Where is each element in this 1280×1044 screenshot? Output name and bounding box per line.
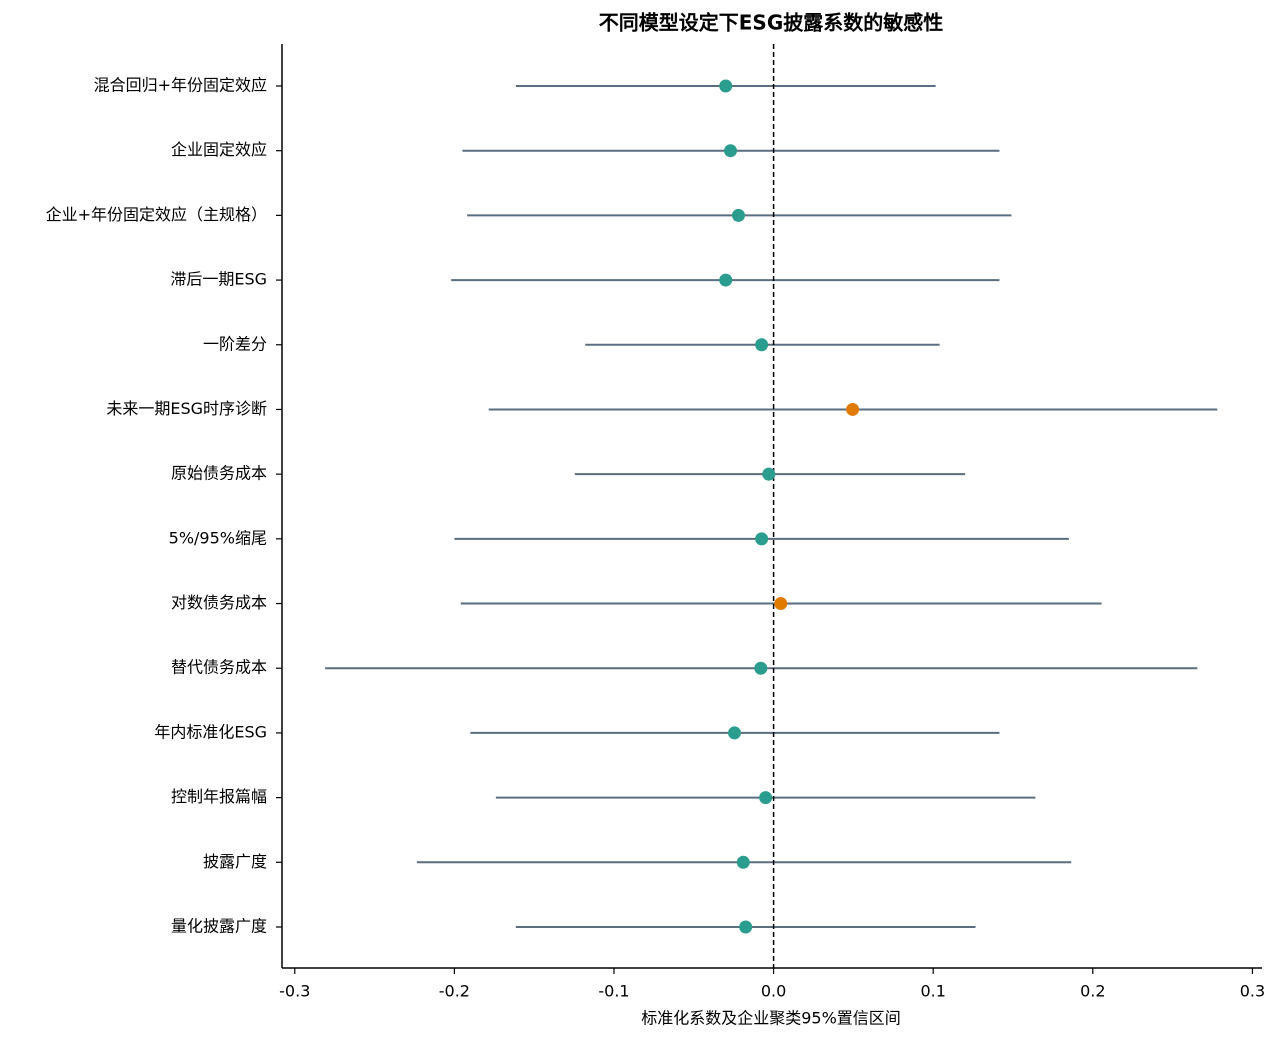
point-estimate <box>724 144 738 158</box>
point-estimate <box>755 532 769 546</box>
point-estimate <box>719 273 733 287</box>
x-tick-label: 0.1 <box>920 982 945 1001</box>
y-tick-label: 5%/95%缩尾 <box>169 528 267 547</box>
y-tick-label: 对数债务成本 <box>171 593 267 612</box>
x-tick-label: -0.2 <box>439 982 470 1001</box>
point-estimate <box>731 208 745 222</box>
y-tick-label: 原始债务成本 <box>171 464 267 483</box>
point-estimate <box>762 467 776 481</box>
x-tick-label: 0.0 <box>761 982 786 1001</box>
point-estimate <box>739 920 753 934</box>
y-tick-label: 一阶差分 <box>203 334 267 353</box>
y-tick-label: 替代债务成本 <box>171 658 267 677</box>
y-tick-label: 量化披露广度 <box>171 917 267 936</box>
y-tick-label: 混合回归+年份固定效应 <box>94 76 267 95</box>
chart-title: 不同模型设定下ESG披露系数的敏感性 <box>599 11 943 35</box>
y-tick-label: 年内标准化ESG <box>154 722 267 741</box>
y-tick-label: 未来一期ESG时序诊断 <box>106 399 267 418</box>
x-tick-label: 0.3 <box>1240 982 1265 1001</box>
y-tick-label: 滞后一期ESG <box>170 270 267 289</box>
point-estimate <box>754 661 768 675</box>
y-tick-label: 披露广度 <box>203 852 267 871</box>
y-tick-label: 控制年报篇幅 <box>171 787 267 806</box>
point-estimate <box>774 597 788 611</box>
x-axis-label: 标准化系数及企业聚类95%置信区间 <box>641 1009 901 1028</box>
x-tick-label: 0.2 <box>1080 982 1105 1001</box>
y-tick-label: 企业+年份固定效应（主规格） <box>46 205 267 224</box>
point-estimate <box>755 338 769 352</box>
point-estimate <box>719 79 733 93</box>
point-estimate <box>736 855 750 869</box>
y-tick-label: 企业固定效应 <box>171 140 267 159</box>
point-estimate <box>846 402 860 416</box>
point-estimate <box>759 791 773 805</box>
point-estimate <box>727 726 741 740</box>
x-tick-label: -0.3 <box>279 982 310 1001</box>
x-tick-label: -0.1 <box>598 982 629 1001</box>
